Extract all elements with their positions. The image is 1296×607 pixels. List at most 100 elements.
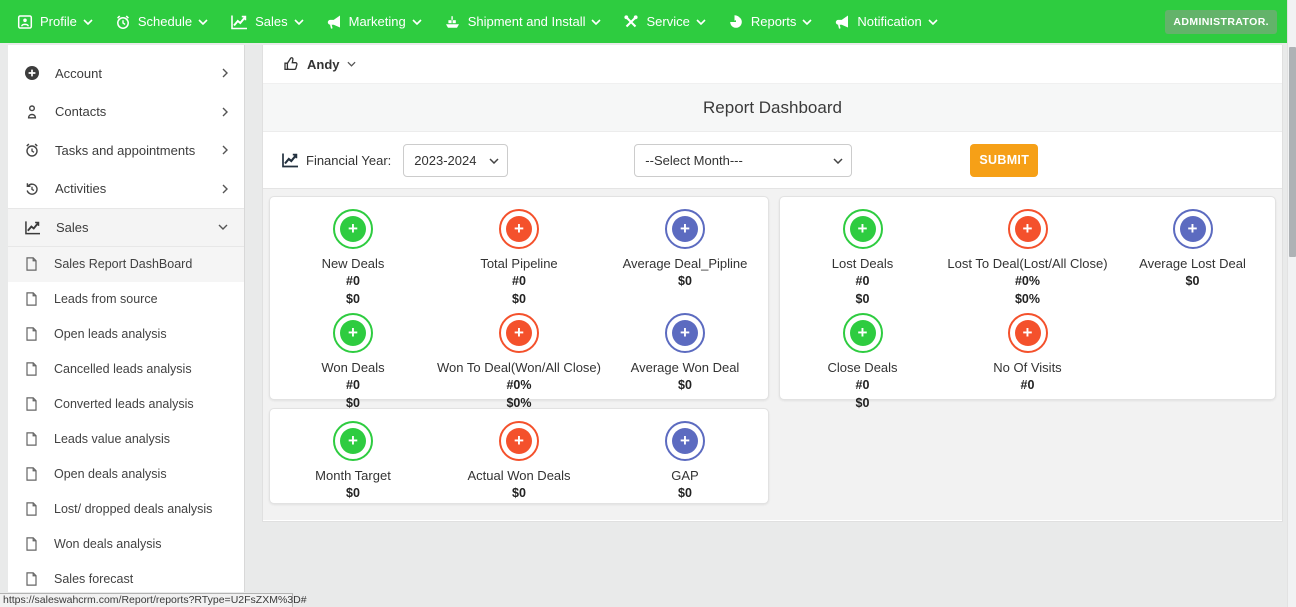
plus-circle-icon: + bbox=[1173, 209, 1213, 249]
plus-circle-icon: + bbox=[665, 209, 705, 249]
target-panel: + Month Target $0 + Actual Won Deals $0 … bbox=[269, 408, 769, 504]
nav-item-service[interactable]: Service bbox=[612, 0, 716, 43]
nav-item-shipment-and-install[interactable]: Shipment and Install bbox=[433, 0, 613, 43]
metric-title: Won To Deal(Won/All Close) bbox=[437, 359, 601, 377]
nav-item-reports[interactable]: Reports bbox=[717, 0, 824, 43]
sidebar-item-label: Activities bbox=[55, 181, 106, 196]
sidebar: Account Contacts Tasks and appointments … bbox=[8, 45, 245, 592]
plus-icon: + bbox=[1180, 216, 1206, 242]
nav-item-label: Reports bbox=[751, 14, 797, 29]
document-icon bbox=[24, 326, 39, 342]
document-icon bbox=[24, 396, 39, 412]
metric-value: $0 bbox=[1186, 273, 1200, 291]
nav-item-label: Marketing bbox=[349, 14, 406, 29]
metric-gap: + GAP $0 bbox=[602, 416, 768, 503]
sidebar-subitem-sales-report-dashboard[interactable]: Sales Report DashBoard bbox=[8, 247, 244, 282]
plus-icon: + bbox=[850, 216, 876, 242]
scrollbar-thumb[interactable] bbox=[1289, 47, 1296, 257]
sidebar-item-label: Tasks and appointments bbox=[55, 143, 195, 158]
document-icon bbox=[24, 256, 39, 272]
sidebar-subitem-label: Leads value analysis bbox=[54, 432, 170, 446]
sidebar-subitem-label: Sales Report DashBoard bbox=[54, 257, 192, 271]
sidebar-subitem-leads-value-analysis[interactable]: Leads value analysis bbox=[8, 422, 244, 457]
alarm-clock-icon bbox=[115, 14, 131, 30]
sidebar-item-contacts[interactable]: Contacts bbox=[8, 93, 244, 132]
sidebar-subitem-leads-from-source[interactable]: Leads from source bbox=[8, 282, 244, 317]
plus-icon: + bbox=[340, 216, 366, 242]
financial-year-select[interactable]: 2023-2024 bbox=[403, 144, 508, 177]
month-select[interactable]: --Select Month--- bbox=[634, 144, 852, 177]
metric-value: #0 bbox=[1021, 377, 1035, 395]
sidebar-subitem-won-deals-analysis[interactable]: Won deals analysis bbox=[8, 527, 244, 562]
metric-title: Month Target bbox=[315, 467, 391, 485]
chevron-down-icon bbox=[198, 19, 208, 25]
chevron-down-icon bbox=[591, 19, 601, 25]
chevron-right-icon bbox=[222, 184, 228, 194]
metric-title: Average Won Deal bbox=[631, 359, 740, 377]
sidebar-item-label: Sales bbox=[56, 220, 89, 235]
sidebar-subitem-open-leads-analysis[interactable]: Open leads analysis bbox=[8, 317, 244, 352]
document-icon bbox=[24, 536, 39, 552]
megaphone-icon bbox=[834, 14, 850, 30]
plus-circle-icon: + bbox=[665, 421, 705, 461]
metric-close-deals: + Close Deals #0 $0 bbox=[780, 308, 945, 412]
main-content: Andy Report Dashboard Financial Year: 20… bbox=[262, 45, 1283, 522]
metric-value: $0 bbox=[856, 291, 870, 309]
metric-value: #0 bbox=[856, 377, 870, 395]
document-icon bbox=[24, 291, 39, 307]
plus-icon: + bbox=[340, 320, 366, 346]
sidebar-subitem-label: Sales forecast bbox=[54, 572, 133, 586]
plus-circle-icon: + bbox=[1008, 209, 1048, 249]
sidebar-item-sales[interactable]: Sales bbox=[8, 208, 244, 247]
chevron-down-icon bbox=[928, 19, 938, 25]
vertical-scrollbar[interactable] bbox=[1287, 0, 1296, 607]
plus-circle-icon bbox=[24, 65, 40, 81]
metric-title: Won Deals bbox=[321, 359, 384, 377]
page-title: Report Dashboard bbox=[703, 98, 842, 118]
chevron-down-icon bbox=[347, 61, 356, 67]
metric-value: #0 bbox=[512, 273, 526, 291]
user-menu[interactable]: Andy bbox=[263, 45, 1282, 84]
sidebar-subitem-open-deals-analysis[interactable]: Open deals analysis bbox=[8, 457, 244, 492]
id-card-icon bbox=[17, 14, 33, 30]
sidebar-subitem-sales-forecast[interactable]: Sales forecast bbox=[8, 562, 244, 593]
metric-no-of-visits: + No Of Visits #0 bbox=[945, 308, 1110, 412]
sidebar-subitem-label: Lost/ dropped deals analysis bbox=[54, 502, 212, 516]
chevron-down-icon bbox=[802, 19, 812, 25]
financial-year-select-wrap: 2023-2024 bbox=[403, 144, 508, 177]
plus-icon: + bbox=[850, 320, 876, 346]
metric-title: Close Deals bbox=[827, 359, 897, 377]
chevron-down-icon bbox=[696, 19, 706, 25]
nav-item-schedule[interactable]: Schedule bbox=[104, 0, 219, 43]
sidebar-subitem-cancelled-leads-analysis[interactable]: Cancelled leads analysis bbox=[8, 352, 244, 387]
status-bar-url: https://saleswahcrm.com/Report/reports?R… bbox=[0, 593, 293, 607]
submit-button[interactable]: SUBMIT bbox=[970, 144, 1038, 177]
financial-year-label-group: Financial Year: bbox=[281, 152, 391, 168]
sidebar-item-label: Account bbox=[55, 66, 102, 81]
nav-item-marketing[interactable]: Marketing bbox=[315, 0, 433, 43]
sidebar-subitem-lost-dropped-deals-analysis[interactable]: Lost/ dropped deals analysis bbox=[8, 492, 244, 527]
sidebar-item-account[interactable]: Account bbox=[8, 54, 244, 93]
document-icon bbox=[24, 361, 39, 377]
administrator-badge[interactable]: ADMINISTRATOR. bbox=[1165, 10, 1277, 34]
metric-total-pipeline: + Total Pipeline #0 $0 bbox=[436, 204, 602, 308]
sidebar-subitem-converted-leads-analysis[interactable]: Converted leads analysis bbox=[8, 387, 244, 422]
sidebar-item-activities[interactable]: Activities bbox=[8, 170, 244, 209]
nav-item-label: Profile bbox=[40, 14, 77, 29]
nav-item-sales[interactable]: Sales bbox=[219, 0, 315, 43]
month-select-wrap: --Select Month--- bbox=[634, 144, 852, 177]
top-navbar: Profile Schedule Sales Marketing Shipmen… bbox=[0, 0, 1287, 43]
nav-item-notification[interactable]: Notification bbox=[823, 0, 948, 43]
plus-circle-icon: + bbox=[333, 209, 373, 249]
plus-icon: + bbox=[340, 428, 366, 454]
nav-item-profile[interactable]: Profile bbox=[6, 0, 104, 43]
chart-line-icon bbox=[24, 220, 41, 235]
sidebar-item-tasks-and-appointments[interactable]: Tasks and appointments bbox=[8, 131, 244, 170]
plus-icon: + bbox=[672, 216, 698, 242]
sidebar-subitem-label: Open leads analysis bbox=[54, 327, 167, 341]
plus-circle-icon: + bbox=[1008, 313, 1048, 353]
plus-icon: + bbox=[672, 320, 698, 346]
plus-icon: + bbox=[506, 428, 532, 454]
sidebar-subitem-label: Won deals analysis bbox=[54, 537, 161, 551]
plus-circle-icon: + bbox=[665, 313, 705, 353]
